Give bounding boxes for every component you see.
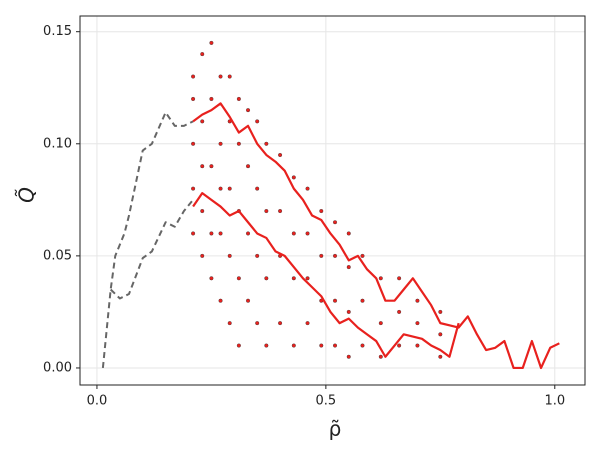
scatter-point [346,309,351,314]
y-tick-label: 0.05 [43,248,72,263]
scatter-point [227,186,232,191]
scatter-point [278,209,283,214]
scatter-point [415,321,420,326]
scatter-point [191,141,196,146]
scatter-point [218,298,223,303]
scatter-point [200,52,205,57]
scatter-point [333,298,338,303]
scatter-point [305,321,310,326]
scatter-point [305,186,310,191]
scatter-point [191,186,196,191]
scatter-point [305,231,310,236]
scatter-point [264,141,269,146]
scatter-point [218,141,223,146]
scatter-point [246,108,251,113]
scatter-point [209,96,214,101]
scatter-point [378,276,383,281]
scatter-point [319,253,324,258]
scatter-point [438,309,443,314]
scatter-point [246,298,251,303]
scatter-point [319,209,324,214]
y-tick-label: 0.15 [43,24,72,39]
scatter-point [255,253,260,258]
scatter-point [378,354,383,359]
scatter-point [200,164,205,169]
scatter-point [200,119,205,124]
y-axis-label: Q̃ [15,187,39,203]
scatter-point [255,186,260,191]
scatter-point [236,96,241,101]
scatter-point [346,265,351,270]
scatter-point [291,276,296,281]
scatter-point [278,152,283,157]
scatter-point [397,309,402,314]
scatter-point [291,343,296,348]
scatter-point [360,343,365,348]
scatter-point [191,74,196,79]
scatter-point [236,141,241,146]
scatter-point [264,343,269,348]
scatter-point [191,96,196,101]
scatter-point [227,321,232,326]
scatter-point [200,253,205,258]
scatter-point [255,321,260,326]
scatter-point [209,276,214,281]
y-tick-label: 0.00 [43,360,72,375]
scatter-point [218,231,223,236]
scatter-point [209,231,214,236]
scatter-point [246,164,251,169]
scatter-point [255,119,260,124]
scatter-point [305,276,310,281]
scatter-point [397,343,402,348]
scatter-point [278,321,283,326]
x-tick-label: 1.0 [544,394,565,409]
line [192,102,560,370]
scatter-point [346,231,351,236]
scatter-point [360,298,365,303]
plot-frame [79,15,586,386]
scatter-point [246,231,251,236]
scatter-point [415,343,420,348]
scatter-point [227,74,232,79]
scatter-point [360,253,365,258]
scatter-point [333,343,338,348]
scatter-point [227,253,232,258]
x-tick-label: 0.0 [87,394,108,409]
scatter-point [397,276,402,281]
x-axis-label: ρ̃ [329,417,342,441]
scatter-point [438,354,443,359]
scatter-point [378,321,383,326]
scatter-point [218,74,223,79]
scatter-point [191,231,196,236]
scatter-point [438,332,443,337]
scatter-point [200,209,205,214]
line [109,199,194,300]
scatter-point [319,343,324,348]
scatter-point [218,186,223,191]
scatter-point [264,276,269,281]
scatter-point [209,164,214,169]
x-tick-label: 0.5 [316,394,337,409]
scatter-point [291,175,296,180]
scatter-point [415,298,420,303]
scatter-point [236,276,241,281]
scatter-point [264,209,269,214]
y-tick-label: 0.10 [43,136,72,151]
scatter-point [209,40,214,45]
scatter-point [346,354,351,359]
scatter-point [333,220,338,225]
scatter-point [291,231,296,236]
line [101,111,194,369]
line [192,192,460,358]
scatter-point [333,253,338,258]
scatter-point [236,343,241,348]
